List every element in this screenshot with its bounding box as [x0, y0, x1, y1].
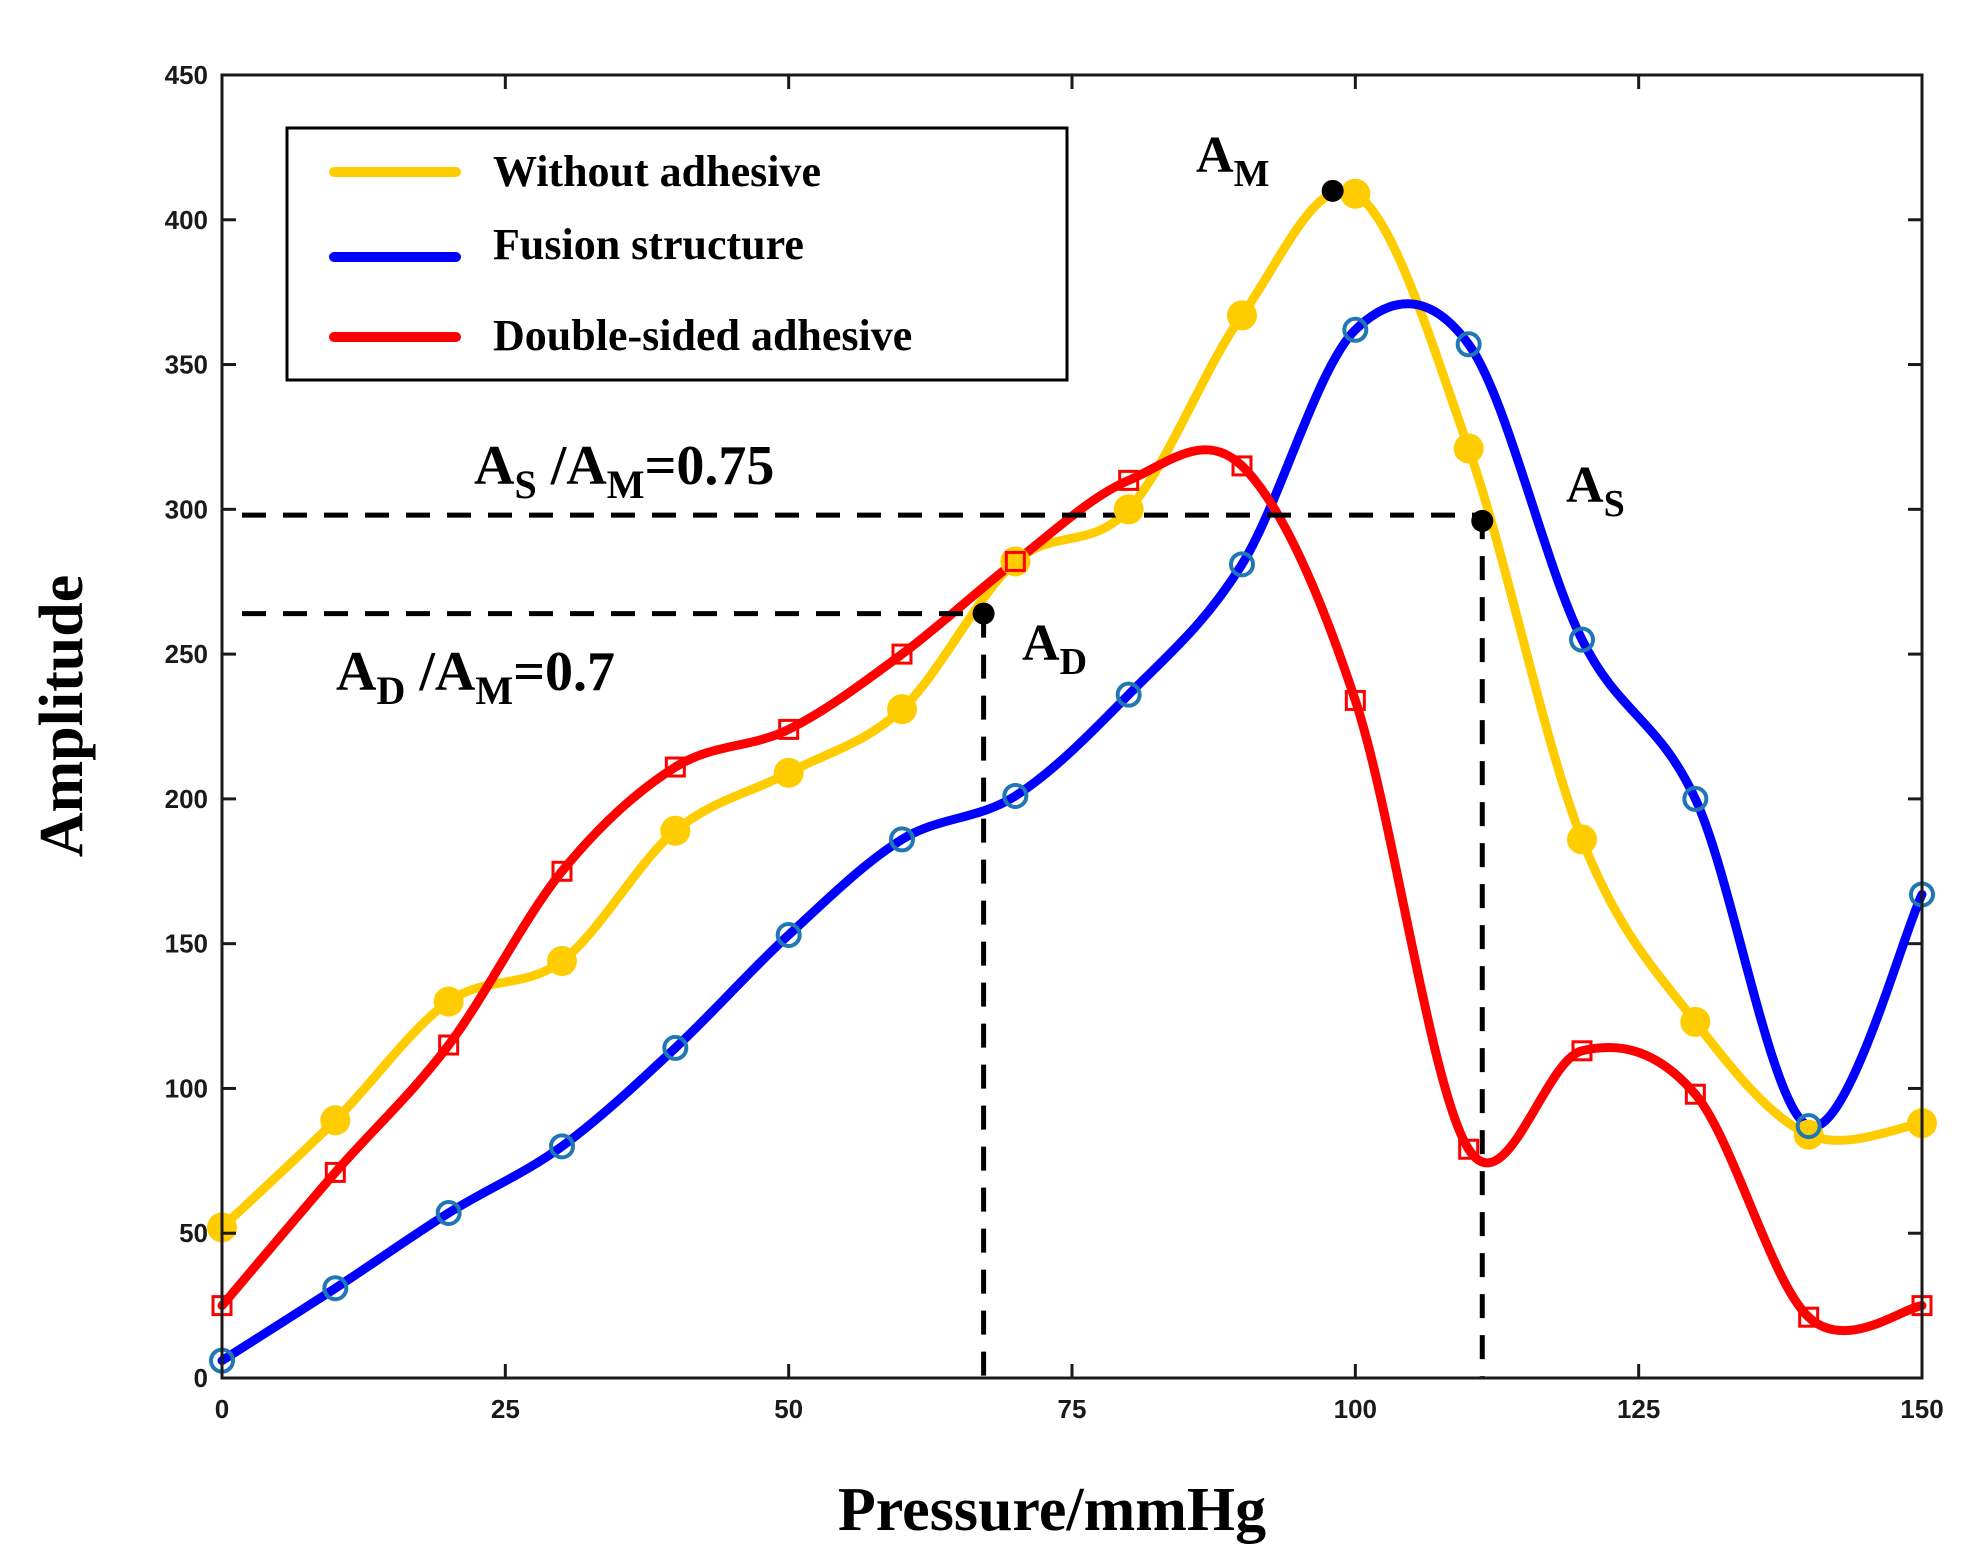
marker-without-adhesive-130 — [1680, 1006, 1711, 1037]
ratio-ad-s2: M — [475, 668, 513, 713]
marker-without-adhesive-50 — [773, 757, 804, 788]
marker-fusion-structure-20 — [435, 1199, 462, 1226]
marker-double-sided-adhesive-140 — [1798, 1306, 1820, 1328]
as-label-sub: S — [1604, 483, 1625, 525]
axis-ticks: 0 25 50 75 100 125 150 0 50 100 150 200 250 300 350 400… — [165, 60, 1944, 1424]
x-tick-label-0: 0 — [215, 1394, 229, 1424]
marker-without-adhesive-110 — [1453, 433, 1484, 464]
reference-lines — [242, 512, 1485, 1378]
marker-fusion-structure-130 — [1682, 785, 1709, 812]
marker-without-adhesive-140 — [1793, 1119, 1824, 1150]
y-axis-title: Amplitude — [28, 575, 96, 857]
marker-double-sided-adhesive-40 — [664, 756, 686, 778]
ratio-as-a1: A — [474, 435, 515, 497]
ratio-ad-slash: / — [405, 641, 436, 703]
key-points — [972, 179, 1494, 625]
ratio-as-slash: / — [537, 435, 568, 497]
legend-label-without-adhesive: Without adhesive — [493, 147, 821, 196]
y-tick-label-50: 50 — [179, 1218, 208, 1248]
x-tick-label-50: 50 — [774, 1394, 803, 1424]
marker-fusion-structure-40 — [662, 1034, 689, 1061]
marker-without-adhesive-120 — [1567, 824, 1597, 855]
marker-double-sided-adhesive-50 — [778, 718, 800, 740]
legend-label-fusion-structure: Fusion structure — [493, 220, 804, 269]
marker-fusion-structure-140 — [1795, 1113, 1822, 1140]
y-tick-label-100: 100 — [165, 1073, 208, 1103]
marker-double-sided-adhesive-70 — [1004, 550, 1026, 572]
marker-without-adhesive-60 — [887, 694, 917, 725]
y-tick-label-150: 150 — [165, 929, 208, 959]
ratio-ad-a1: A — [336, 641, 377, 703]
as-label-base: A — [1566, 457, 1604, 514]
ratio-as-s1: S — [514, 462, 536, 507]
x-axis-title: Pressure/mmHg — [838, 1476, 1266, 1544]
y-tick-label-250: 250 — [165, 639, 208, 669]
ad-label: AD — [1022, 615, 1087, 683]
ratio-as-value: =0.75 — [644, 435, 774, 497]
marker-double-sided-adhesive-90 — [1231, 455, 1253, 477]
y-tick-label-350: 350 — [165, 350, 208, 380]
series-markers — [207, 178, 1937, 1374]
ratio-as-s2: M — [607, 462, 645, 507]
marker-without-adhesive-40 — [660, 815, 691, 846]
x-tick-label-150: 150 — [1900, 1394, 1943, 1424]
marker-without-adhesive-30 — [547, 946, 577, 977]
ratio-as-am-label: AS /AM=0.75 — [474, 435, 774, 507]
am-label-sub: M — [1234, 153, 1270, 195]
marker-double-sided-adhesive-130 — [1684, 1083, 1706, 1105]
x-tick-label-125: 125 — [1617, 1394, 1660, 1424]
legend-label-double-sided-adhesive: Double-sided adhesive — [493, 311, 912, 360]
ratio-as-a2: A — [566, 435, 607, 497]
marker-fusion-structure-120 — [1569, 626, 1595, 653]
point-am — [1321, 179, 1344, 202]
marker-double-sided-adhesive-30 — [551, 860, 573, 882]
marker-fusion-structure-110 — [1455, 331, 1482, 358]
marker-double-sided-adhesive-100 — [1344, 689, 1366, 711]
marker-fusion-structure-90 — [1229, 551, 1255, 578]
marker-double-sided-adhesive-80 — [1118, 469, 1140, 491]
ratio-ad-s1: D — [376, 668, 405, 713]
legend: Without adhesive Fusion structure Double… — [285, 126, 1069, 382]
marker-fusion-structure-30 — [549, 1133, 575, 1160]
marker-fusion-structure-10 — [322, 1275, 349, 1302]
y-tick-label-200: 200 — [165, 784, 208, 814]
marker-without-adhesive-10 — [320, 1105, 351, 1136]
y-tick-label-300: 300 — [165, 494, 208, 524]
marker-fusion-structure-50 — [775, 921, 802, 948]
ad-label-base: A — [1022, 615, 1060, 672]
marker-double-sided-adhesive-10 — [324, 1161, 346, 1183]
x-tick-label-25: 25 — [491, 1394, 520, 1424]
am-label-base: A — [1196, 127, 1234, 184]
y-tick-label-0: 0 — [194, 1363, 208, 1393]
series-line-fusion-structure — [217, 299, 1927, 1366]
marker-fusion-structure-70 — [1002, 782, 1029, 809]
point-ad — [972, 602, 995, 625]
marker-double-sided-adhesive-110 — [1458, 1138, 1480, 1160]
x-tick-label-100: 100 — [1334, 1394, 1377, 1424]
am-label: AM — [1196, 127, 1269, 195]
marker-double-sided-adhesive-20 — [438, 1034, 460, 1056]
ratio-ad-a2: A — [435, 641, 476, 703]
marker-fusion-structure-100 — [1342, 316, 1369, 343]
point-as — [1471, 509, 1494, 532]
y-tick-label-450: 450 — [165, 60, 208, 90]
ad-label-sub: D — [1060, 641, 1087, 683]
marker-without-adhesive-20 — [433, 986, 464, 1017]
marker-without-adhesive-100 — [1340, 178, 1371, 209]
y-tick-label-400: 400 — [165, 205, 208, 235]
marker-fusion-structure-80 — [1115, 681, 1142, 708]
marker-double-sided-adhesive-120 — [1571, 1040, 1593, 1062]
marker-without-adhesive-90 — [1227, 300, 1257, 331]
as-label: AS — [1566, 457, 1625, 525]
series-line-double-sided-adhesive — [217, 445, 1927, 1336]
ratio-ad-value: =0.7 — [513, 641, 615, 703]
ratio-ad-am-label: AD /AM=0.7 — [336, 641, 615, 713]
marker-fusion-structure-60 — [889, 826, 915, 853]
marker-double-sided-adhesive-60 — [891, 643, 913, 665]
x-tick-label-75: 75 — [1058, 1394, 1087, 1424]
marker-without-adhesive-80 — [1113, 494, 1144, 525]
